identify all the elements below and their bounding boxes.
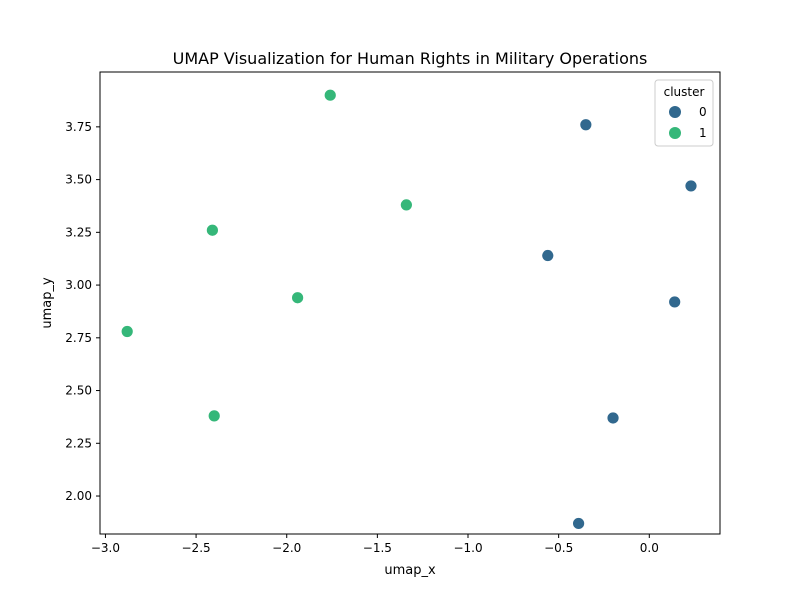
x-tick-label: −3.0 <box>91 541 120 555</box>
axes-frame <box>99 71 721 535</box>
data-point-cluster-1 <box>207 409 221 423</box>
x-tick-label: −1.5 <box>363 541 392 555</box>
x-tick-label: 0.0 <box>640 541 659 555</box>
data-point-cluster-0 <box>572 517 585 530</box>
x-tick-label: −2.5 <box>182 541 211 555</box>
data-point-cluster-0 <box>541 249 555 262</box>
x-tick-label: −2.0 <box>272 541 301 555</box>
y-tick-label: 3.00 <box>65 278 92 292</box>
x-tick-label: −1.0 <box>453 541 482 555</box>
data-point-cluster-0 <box>579 118 593 132</box>
x-axis: −3.0 −2.5 −2.0 −1.5 −1.0 −0.5 0.0 <box>91 534 659 555</box>
legend-label-0: 0 <box>699 105 707 119</box>
data-point-cluster-0 <box>684 179 698 193</box>
data-point-cluster-1 <box>120 325 134 338</box>
x-axis-label: umap_x <box>384 563 436 578</box>
legend-marker-1 <box>669 127 681 139</box>
legend-box <box>654 79 714 147</box>
y-tick-label: 2.50 <box>65 384 92 398</box>
legend-marker-0 <box>669 106 681 118</box>
y-axis: 2.00 2.25 2.50 2.75 3.00 3.25 3.50 3.75 <box>65 120 100 503</box>
legend-label-1: 1 <box>699 126 707 140</box>
data-point-cluster-1 <box>205 223 219 237</box>
y-axis-label: umap_y <box>40 277 55 329</box>
legend: cluster 0 1 <box>654 79 714 147</box>
data-point-cluster-0 <box>668 295 682 309</box>
y-tick-label: 3.50 <box>65 173 92 187</box>
y-tick-label: 2.00 <box>65 489 92 503</box>
y-tick-label: 2.75 <box>65 331 92 345</box>
data-point-cluster-0 <box>606 411 620 425</box>
x-tick-label: −0.5 <box>544 541 573 555</box>
data-point-cluster-1 <box>399 198 413 212</box>
legend-title: cluster <box>664 85 705 99</box>
chart-title: UMAP Visualization for Human Rights in M… <box>173 49 648 68</box>
y-tick-label: 2.25 <box>65 436 92 450</box>
data-point-cluster-1 <box>323 88 337 102</box>
y-tick-label: 3.75 <box>65 120 92 134</box>
y-tick-label: 3.25 <box>65 225 92 239</box>
plot-area <box>120 88 698 530</box>
data-point-cluster-1 <box>291 291 305 305</box>
